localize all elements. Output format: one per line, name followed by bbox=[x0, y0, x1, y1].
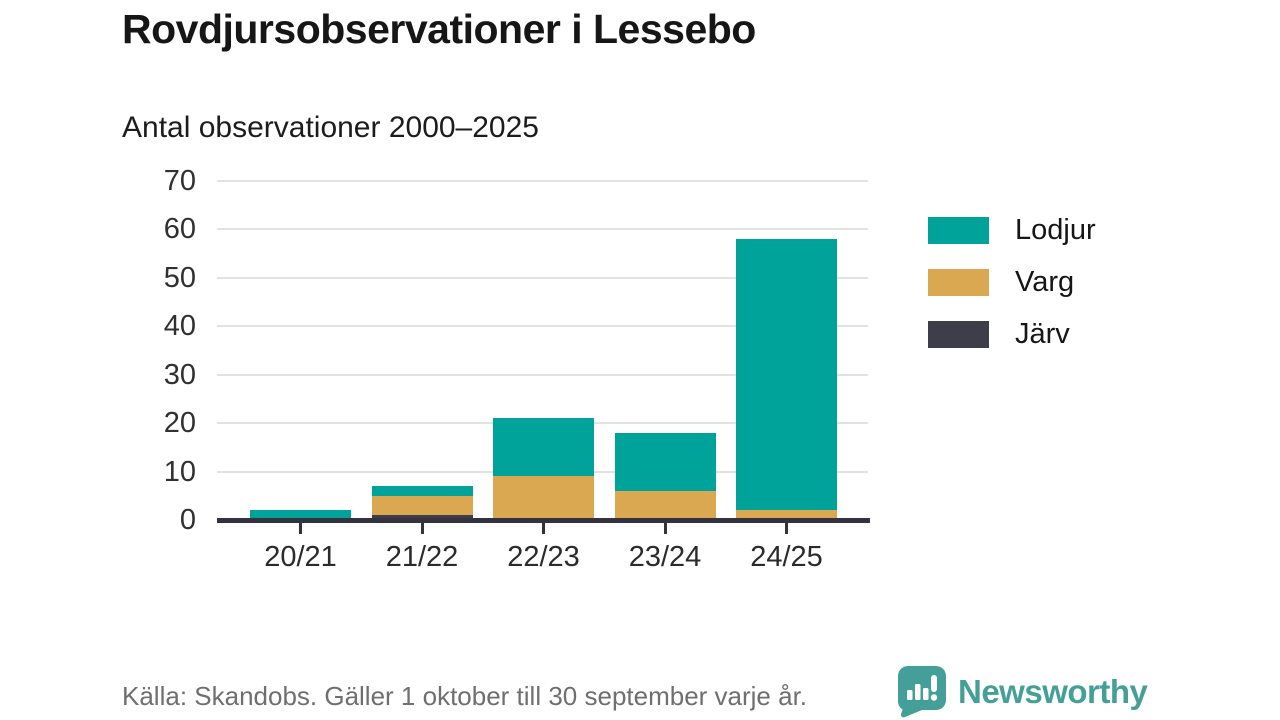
y-axis-label-30: 30 bbox=[163, 358, 196, 391]
y-axis-label-70: 70 bbox=[163, 165, 196, 197]
gridline-70 bbox=[217, 180, 868, 182]
bar-segment-21-22-järv bbox=[371, 515, 473, 520]
bar-segment-22-23-varg bbox=[493, 476, 594, 520]
brand-name: Newsworthy bbox=[958, 673, 1148, 710]
legend-swatch-varg bbox=[928, 269, 989, 296]
gridline-50 bbox=[217, 276, 868, 279]
gridline-60 bbox=[217, 228, 868, 231]
bar-segment-20-21-lodjur bbox=[250, 510, 351, 520]
source-note: Källa: Skandobs. Gäller 1 oktober till 3… bbox=[122, 681, 808, 711]
x-tick-24-25 bbox=[785, 523, 788, 534]
gridline-40 bbox=[217, 325, 868, 328]
x-tick-21-22 bbox=[420, 523, 424, 534]
y-axis-label-0: 0 bbox=[179, 504, 196, 536]
gridline-30 bbox=[217, 373, 868, 376]
bar-segment-22-23-lodjur bbox=[493, 418, 594, 477]
chart-subtitle: Antal observationer 2000–2025 bbox=[122, 111, 539, 144]
legend-label-lodjur: Lodjur bbox=[1015, 214, 1096, 246]
x-axis-label-24-25: 24/25 bbox=[750, 541, 823, 573]
x-tick-22-23 bbox=[542, 523, 545, 534]
legend-label-järv: Järv bbox=[1015, 318, 1070, 350]
chart-title: Rovdjursobservationer i Lessebo bbox=[122, 6, 756, 52]
bar-segment-24-25-lodjur bbox=[736, 239, 837, 511]
bar-segment-21-22-lodjur bbox=[371, 486, 473, 496]
y-axis-label-50: 50 bbox=[163, 261, 196, 294]
y-axis-label-60: 60 bbox=[163, 213, 196, 246]
x-tick-23-24 bbox=[663, 523, 667, 534]
y-axis-label-40: 40 bbox=[163, 310, 196, 343]
y-axis-label-10: 10 bbox=[163, 455, 196, 488]
x-axis-line bbox=[217, 518, 870, 523]
y-axis-label-20: 20 bbox=[163, 407, 196, 440]
bar-segment-23-24-lodjur bbox=[614, 432, 716, 491]
legend: Lodjur Varg Järv bbox=[928, 214, 1096, 370]
bar-segment-21-22-varg bbox=[371, 495, 473, 516]
legend-item-lodjur: Lodjur bbox=[928, 214, 1096, 247]
legend-label-varg: Varg bbox=[1015, 266, 1075, 298]
newsworthy-logo-icon bbox=[898, 666, 946, 718]
x-axis-label-23-24: 23/24 bbox=[628, 541, 702, 573]
bar-segment-24-25-varg bbox=[736, 510, 837, 520]
x-axis-label-22-23: 22/23 bbox=[507, 541, 580, 573]
bar-segment-23-24-varg bbox=[614, 490, 716, 520]
legend-item-varg: Varg bbox=[928, 266, 1096, 299]
legend-item-järv: Järv bbox=[928, 318, 1096, 351]
newsworthy-logo: Newsworthy bbox=[898, 666, 1148, 718]
legend-swatch-lodjur bbox=[928, 217, 989, 244]
x-axis-label-21-22: 21/22 bbox=[385, 541, 459, 573]
legend-swatch-järv bbox=[928, 321, 989, 348]
x-tick-20-21 bbox=[299, 523, 302, 534]
x-axis-label-20-21: 20/21 bbox=[264, 541, 337, 573]
